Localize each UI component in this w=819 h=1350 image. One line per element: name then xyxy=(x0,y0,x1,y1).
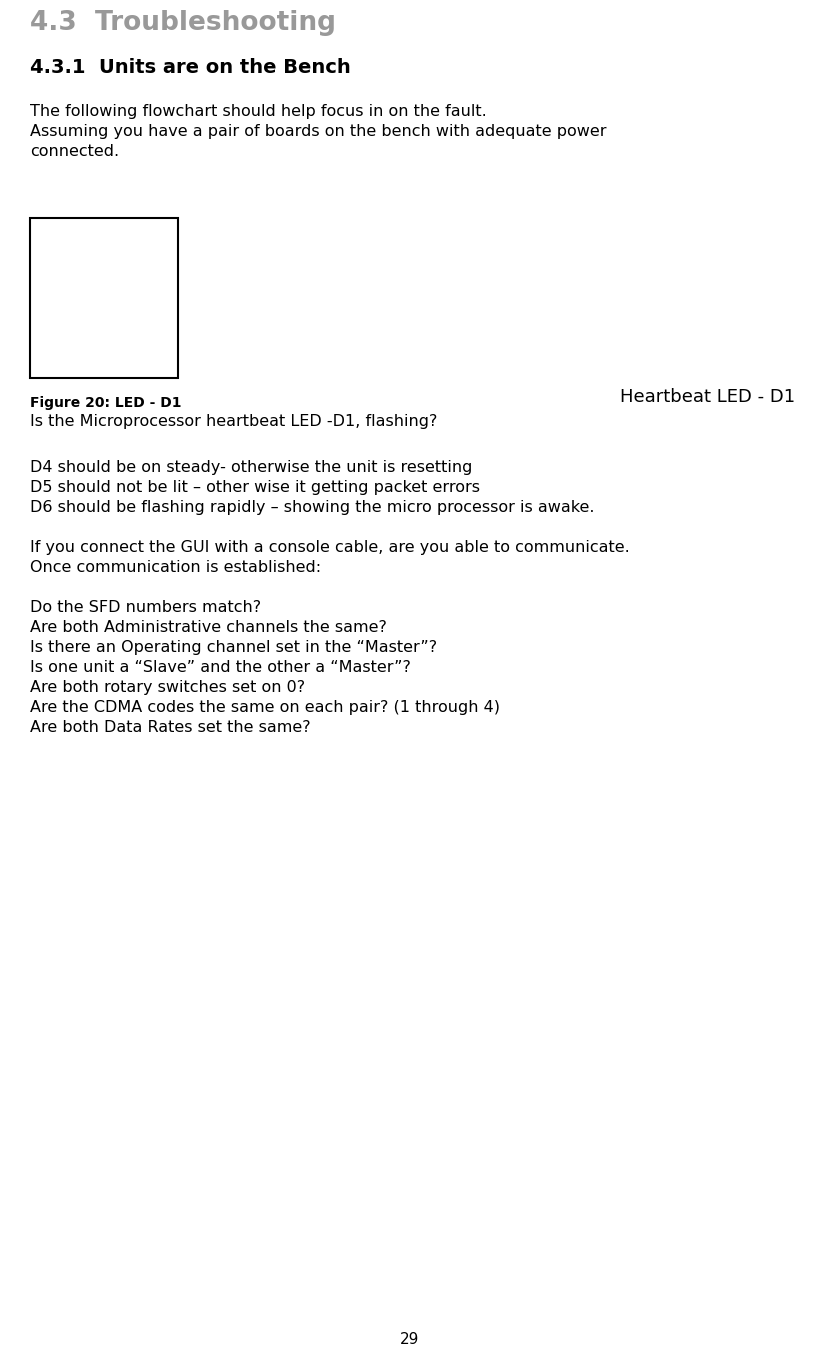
Text: Is there an Operating channel set in the “Master”?: Is there an Operating channel set in the… xyxy=(30,640,437,655)
Text: connected.: connected. xyxy=(30,144,119,159)
Text: D5 should not be lit – other wise it getting packet errors: D5 should not be lit – other wise it get… xyxy=(30,481,479,495)
Text: 4.3  Troubleshooting: 4.3 Troubleshooting xyxy=(30,9,336,36)
Text: Are both Data Rates set the same?: Are both Data Rates set the same? xyxy=(30,720,310,734)
Text: Heartbeat LED - D1: Heartbeat LED - D1 xyxy=(619,387,794,406)
Text: Figure 20: LED - D1: Figure 20: LED - D1 xyxy=(30,396,181,410)
Text: D6 should be flashing rapidly – showing the micro processor is awake.: D6 should be flashing rapidly – showing … xyxy=(30,500,594,514)
Text: Do the SFD numbers match?: Do the SFD numbers match? xyxy=(30,599,260,616)
Text: The following flowchart should help focus in on the fault.: The following flowchart should help focu… xyxy=(30,104,486,119)
Text: Once communication is established:: Once communication is established: xyxy=(30,560,321,575)
Text: Assuming you have a pair of boards on the bench with adequate power: Assuming you have a pair of boards on th… xyxy=(30,124,606,139)
Text: If you connect the GUI with a console cable, are you able to communicate.: If you connect the GUI with a console ca… xyxy=(30,540,629,555)
Text: Is one unit a “Slave” and the other a “Master”?: Is one unit a “Slave” and the other a “M… xyxy=(30,660,410,675)
Text: D4 should be on steady- otherwise the unit is resetting: D4 should be on steady- otherwise the un… xyxy=(30,460,472,475)
Text: Are the CDMA codes the same on each pair? (1 through 4): Are the CDMA codes the same on each pair… xyxy=(30,701,500,716)
Text: Are both rotary switches set on 0?: Are both rotary switches set on 0? xyxy=(30,680,305,695)
Text: 29: 29 xyxy=(400,1332,419,1347)
Text: Are both Administrative channels the same?: Are both Administrative channels the sam… xyxy=(30,620,387,634)
Text: 4.3.1  Units are on the Bench: 4.3.1 Units are on the Bench xyxy=(30,58,351,77)
Bar xyxy=(30,217,178,378)
Text: Is the Microprocessor heartbeat LED -D1, flashing?: Is the Microprocessor heartbeat LED -D1,… xyxy=(30,414,437,429)
